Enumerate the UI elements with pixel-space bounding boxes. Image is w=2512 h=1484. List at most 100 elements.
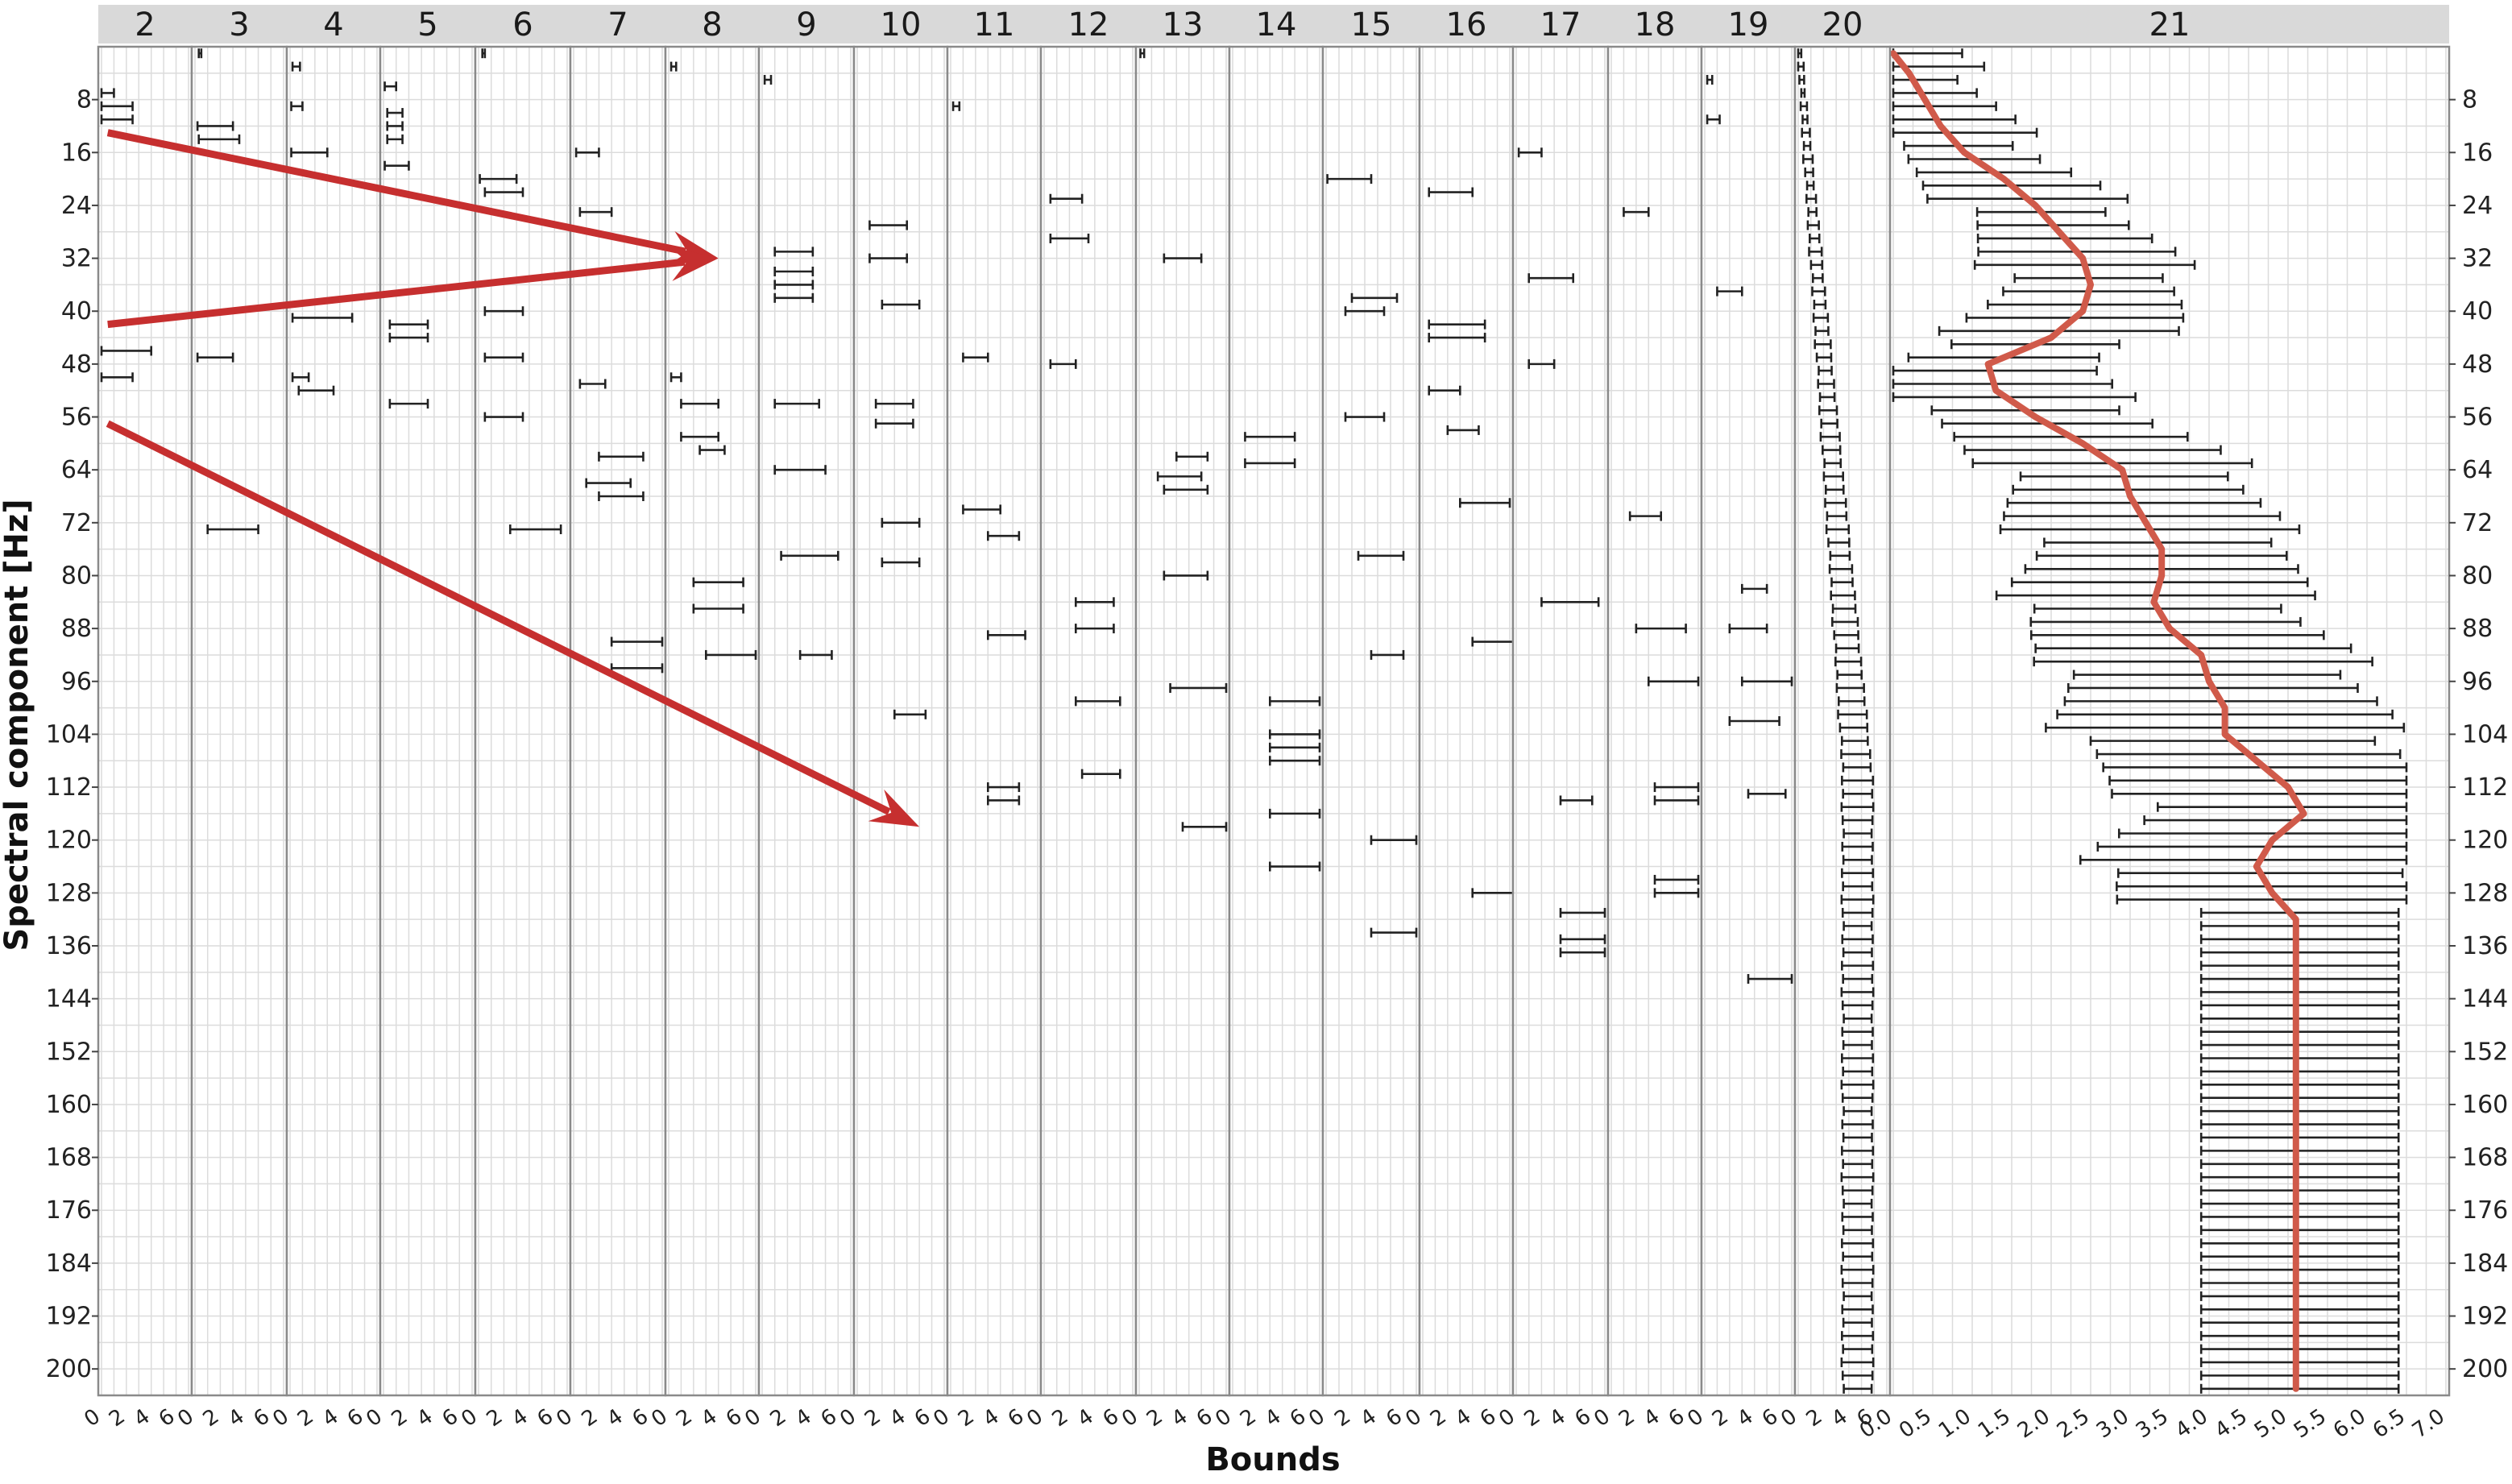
error-bar bbox=[680, 432, 720, 442]
x-tick-label: 6 bbox=[343, 1404, 368, 1432]
facet-strip-label: 17 bbox=[1540, 6, 1581, 44]
facet-strip-label: 13 bbox=[1163, 6, 1204, 44]
facet-panel-19: 19 0 2 4 6 bbox=[1683, 5, 1797, 1432]
y-tick-label: 192 bbox=[46, 1303, 92, 1331]
y-tick-label: 200 bbox=[46, 1355, 92, 1383]
error-bar bbox=[1833, 630, 1859, 640]
error-bar bbox=[479, 174, 518, 184]
x-tick-label: 6 bbox=[250, 1404, 275, 1432]
error-bar bbox=[2199, 1014, 2400, 1024]
error-bar bbox=[780, 550, 839, 561]
x-tick-label: 6 bbox=[1099, 1404, 1124, 1432]
error-bar bbox=[1842, 1066, 1874, 1076]
error-bar bbox=[1370, 649, 1405, 660]
facet-strip bbox=[1041, 5, 1136, 44]
y-tick-label: 8 bbox=[2462, 86, 2477, 114]
error-bar bbox=[1139, 48, 1146, 59]
error-bar bbox=[2102, 762, 2408, 773]
error-bar bbox=[1841, 907, 1874, 918]
error-bar bbox=[1181, 822, 1228, 832]
facet-strip-label: 16 bbox=[1446, 6, 1487, 44]
error-bar bbox=[1829, 550, 1851, 561]
error-bar bbox=[1080, 769, 1121, 779]
x-tick-label: 2 bbox=[860, 1404, 885, 1432]
x-tick-label: 4 bbox=[791, 1404, 816, 1432]
error-bar bbox=[1842, 1225, 1873, 1235]
facet-panel-5: 5 0 2 4 6 bbox=[362, 5, 477, 1432]
error-bar bbox=[1841, 1146, 1875, 1156]
error-bar bbox=[1837, 709, 1868, 719]
error-bar bbox=[2096, 841, 2408, 852]
error-bar bbox=[1840, 1265, 1875, 1275]
error-bar bbox=[1843, 1106, 1873, 1117]
error-bar bbox=[2199, 1053, 2400, 1063]
error-bar bbox=[1706, 114, 1721, 125]
x-tick-label: 0 bbox=[362, 1404, 387, 1432]
x-tick-label: 4.0 bbox=[2171, 1404, 2212, 1443]
y-tick-label: 112 bbox=[2462, 773, 2508, 802]
error-bar bbox=[1740, 583, 1768, 594]
error-bar bbox=[1892, 75, 1959, 85]
x-tick-label: 2 bbox=[578, 1404, 603, 1432]
x-tick-label: 0 bbox=[647, 1404, 672, 1432]
error-bar bbox=[1840, 749, 1872, 760]
error-bar bbox=[1798, 75, 1805, 85]
error-bar bbox=[2199, 1278, 2400, 1288]
error-bar bbox=[1428, 385, 1461, 396]
y-axis-title: Spectral component [Hz] bbox=[0, 499, 35, 951]
facet-strip-label: 12 bbox=[1068, 6, 1109, 44]
facet-strip bbox=[665, 5, 759, 44]
error-bar bbox=[1840, 1172, 1875, 1183]
error-bar bbox=[297, 385, 335, 396]
error-bar bbox=[1892, 392, 2137, 402]
error-bar bbox=[1843, 1383, 1873, 1394]
panel-background bbox=[287, 47, 380, 1395]
error-bar bbox=[388, 333, 429, 343]
error-bar bbox=[610, 636, 664, 647]
error-bar bbox=[1797, 48, 1803, 59]
error-bar bbox=[2199, 1344, 2400, 1354]
error-bar bbox=[2199, 1370, 2400, 1381]
error-bar bbox=[1834, 643, 1860, 653]
x-tick-label: 4 bbox=[1827, 1404, 1852, 1432]
x-tick-label: 6 bbox=[155, 1404, 180, 1432]
error-bar bbox=[1817, 379, 1835, 389]
error-bar bbox=[100, 114, 134, 125]
panel-background bbox=[1513, 47, 1608, 1395]
error-bar bbox=[1428, 187, 1474, 197]
facet-strip bbox=[287, 5, 380, 44]
y-tick-label: 144 bbox=[2462, 985, 2508, 1014]
x-axis-title: Bounds bbox=[1205, 1441, 1340, 1478]
error-bar bbox=[1841, 1053, 1875, 1063]
x-tick-label: 0 bbox=[173, 1404, 198, 1432]
error-bar bbox=[2108, 775, 2408, 786]
error-bar bbox=[2199, 1383, 2400, 1394]
x-tick-label: 2 bbox=[954, 1404, 979, 1432]
error-bar bbox=[386, 121, 404, 131]
x-tick-label: 4 bbox=[979, 1404, 1004, 1432]
facet-strip-label: 5 bbox=[417, 6, 437, 44]
error-bar bbox=[1559, 947, 1606, 958]
error-bar bbox=[1716, 286, 1743, 296]
panel-background bbox=[1229, 47, 1323, 1395]
panel-background bbox=[1041, 47, 1136, 1395]
error-bar bbox=[881, 558, 921, 568]
facet-strip-label: 20 bbox=[1822, 6, 1863, 44]
error-bar bbox=[2199, 1146, 2400, 1156]
error-bar bbox=[1805, 180, 1815, 191]
error-bar bbox=[2199, 1265, 2400, 1275]
error-bar bbox=[585, 478, 632, 488]
y-tick-label: 48 bbox=[2462, 350, 2493, 379]
error-bar bbox=[1842, 974, 1874, 984]
error-bar bbox=[1821, 445, 1842, 455]
y-tick-label: 200 bbox=[2462, 1355, 2508, 1383]
y-tick-label: 160 bbox=[2462, 1091, 2508, 1119]
error-bar bbox=[2199, 1106, 2400, 1117]
x-tick-label: 2 bbox=[1426, 1404, 1451, 1432]
error-bar bbox=[669, 372, 682, 383]
x-tick-label: 2 bbox=[1708, 1404, 1733, 1432]
error-bar bbox=[1244, 458, 1296, 468]
error-bar bbox=[1892, 366, 2098, 376]
facet-strip-label: 6 bbox=[512, 6, 533, 44]
error-bar bbox=[1834, 657, 1863, 667]
